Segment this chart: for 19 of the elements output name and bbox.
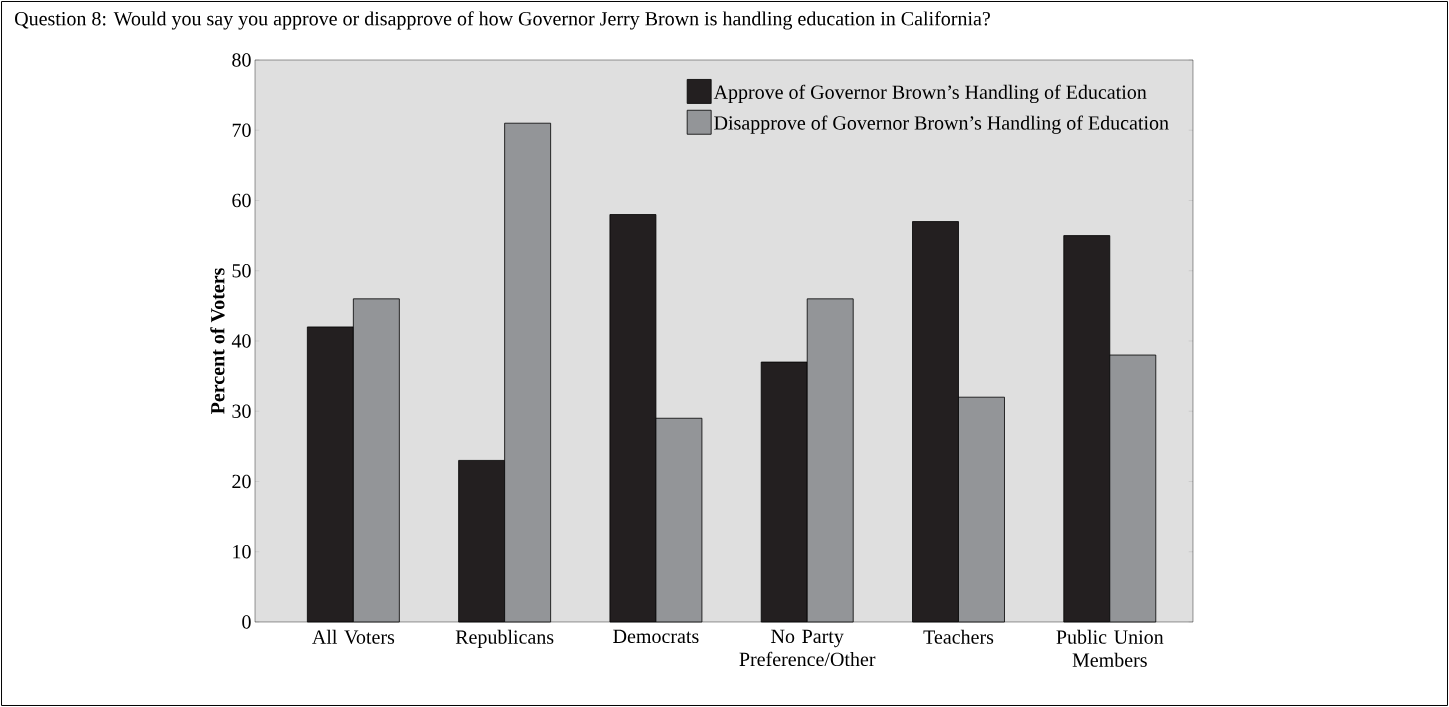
y-axis-title: Percent of Voters <box>210 268 225 414</box>
y-tick-label: 40 <box>231 334 251 348</box>
y-tick-label: 50 <box>232 263 251 278</box>
y-tick-label: 10 <box>233 544 251 559</box>
y-tick-label: 70 <box>232 123 251 137</box>
y-tick-label: 20 <box>232 474 251 489</box>
y-tick-label: 80 <box>232 53 251 67</box>
chart-title: Question 8: Would you say you approve or disapprove of how Governor Jerry Brown is handling education in California? <box>15 11 990 30</box>
x-tick-label: Public Union Members <box>1056 629 1164 667</box>
x-tick-label: All Voters <box>312 629 395 644</box>
x-tick-label: Teachers <box>923 629 994 644</box>
x-tick-label: Democrats <box>613 629 699 644</box>
x-tick-label: Republicans <box>455 629 554 648</box>
y-tick-label: 60 <box>232 193 251 208</box>
y-tick-label: 0 <box>242 615 251 629</box>
legend-label: Approve of Governor Brown’s Handling of Education <box>713 84 1147 104</box>
y-tick-label: 30 <box>232 404 251 418</box>
legend-label: Disapprove of Governor Brown’s Handling of Education <box>714 115 1169 134</box>
x-tick-label: No Party Preference/Other <box>739 629 876 667</box>
